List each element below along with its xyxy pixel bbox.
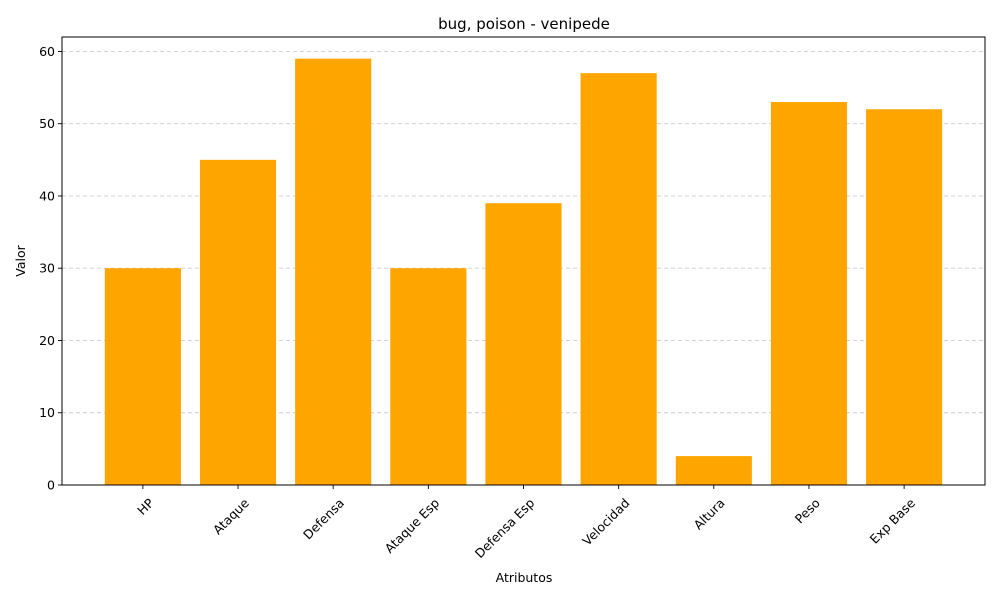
y-tick-label: 0: [47, 478, 55, 493]
x-axis-ticks: HP Ataque Defensa Ataque Esp Defensa Esp Velo…: [134, 485, 918, 561]
x-tick-label: HP: [134, 495, 157, 518]
x-tick-label: Peso: [792, 495, 823, 526]
y-axis-title: Valor: [13, 244, 28, 276]
bar: [866, 109, 943, 486]
bar: [770, 102, 848, 485]
y-tick-label: 20: [39, 333, 55, 348]
x-tick-label: Altura: [690, 495, 727, 532]
bar: [675, 456, 752, 485]
bar: [199, 159, 277, 485]
x-axis-title: Atributos: [496, 570, 553, 585]
x-tick-label: Defensa: [300, 495, 347, 542]
bar: [390, 268, 467, 485]
x-tick-label: Ataque Esp: [382, 495, 443, 556]
bars: [104, 58, 943, 486]
y-tick-label: 30: [39, 261, 55, 276]
x-tick-label: Ataque: [210, 495, 252, 537]
y-tick-label: 10: [39, 405, 55, 420]
bar: [485, 203, 562, 485]
y-axis-ticks: 0 10 20 30 40 50 60: [39, 44, 62, 493]
y-tick-label: 50: [39, 116, 55, 131]
x-tick-label: Defensa Esp: [472, 495, 538, 561]
bar: [104, 268, 181, 485]
x-tick-label: Velocidad: [579, 495, 632, 548]
bar: [295, 58, 372, 485]
bar: [580, 73, 657, 486]
x-tick-label: Exp Base: [867, 495, 919, 547]
y-tick-label: 60: [39, 44, 55, 59]
chart-title: bug, poison - venipede: [438, 15, 610, 33]
y-tick-label: 40: [39, 188, 55, 203]
